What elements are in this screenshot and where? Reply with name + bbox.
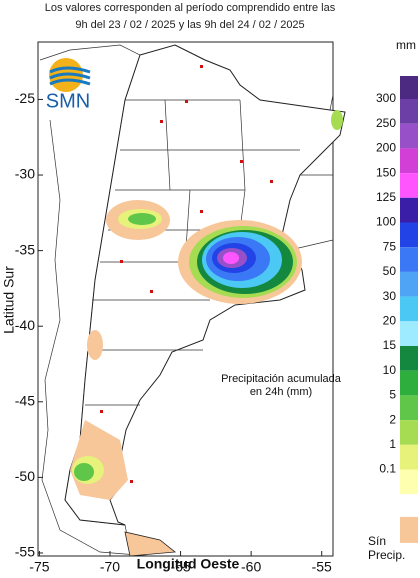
annotation: en 24h (mm)	[250, 386, 312, 398]
y-tick-label: -40	[15, 317, 35, 333]
y-tick-label: -50	[15, 468, 35, 484]
legend-label: 0.1	[379, 462, 396, 476]
legend-swatch	[400, 247, 418, 272]
legend-label: 300	[376, 91, 396, 105]
legend-swatch	[400, 469, 418, 495]
x-tick-label: -60	[241, 559, 261, 573]
station	[120, 260, 123, 263]
x-tick-label: -70	[100, 559, 120, 573]
legend-swatch	[400, 173, 418, 198]
legend-label: 15	[383, 338, 397, 352]
precip-area	[74, 463, 94, 481]
precip-area	[87, 330, 103, 360]
legend-swatch	[400, 222, 418, 248]
x-tick-label: -75	[29, 559, 49, 573]
station	[200, 65, 203, 68]
legend-swatch	[400, 370, 418, 396]
legend-label: 5	[389, 388, 396, 402]
y-tick-label: -30	[15, 166, 35, 182]
legend-label: 1	[389, 437, 396, 451]
legend-label: 20	[383, 313, 397, 327]
logo-waves	[49, 66, 91, 86]
legend-label: 100	[376, 215, 396, 229]
logo-text: SMN	[46, 90, 90, 112]
stations	[100, 65, 273, 483]
x-tick-label: -65	[170, 559, 190, 573]
legend-unit: mm	[396, 38, 416, 52]
legend-label: 50	[383, 264, 397, 278]
header-line: 9h del 23 / 02 / 2025 y las 9h del 24 / …	[75, 19, 304, 31]
station	[270, 180, 273, 183]
legend-swatch	[400, 296, 418, 322]
legend-label: Sín	[368, 534, 386, 548]
legend-label: 125	[376, 190, 396, 204]
station	[200, 210, 203, 213]
legend-label: 30	[383, 289, 397, 303]
legend-swatch	[400, 148, 418, 174]
legend-swatch	[400, 321, 418, 346]
legend-label: 75	[383, 239, 397, 253]
legend-label: 250	[376, 116, 396, 130]
precip-area	[331, 110, 343, 130]
legend-swatch	[400, 197, 418, 223]
legend-swatch	[400, 516, 418, 543]
legend-swatch	[400, 444, 418, 470]
legend-swatch	[400, 420, 418, 445]
y-tick-label: -35	[15, 241, 35, 257]
annotation: Precipitación acumulada	[221, 373, 342, 385]
station	[185, 100, 188, 103]
station	[240, 160, 243, 163]
header-line: Los valores corresponden al período comp…	[45, 2, 336, 14]
legend-swatch	[400, 395, 418, 421]
precipitation	[70, 110, 343, 500]
tierra-del-fuego	[124, 531, 177, 557]
station	[150, 290, 153, 293]
legend-swatch	[400, 346, 418, 371]
legend-label: Precip.	[368, 548, 405, 562]
y-tick-label: -55	[15, 544, 35, 560]
precip-area	[128, 213, 156, 225]
legend-label: 2	[389, 412, 396, 426]
legend-swatch	[400, 99, 418, 124]
legend-swatch	[400, 271, 418, 297]
y-tick-label: -45	[15, 393, 35, 409]
legend-label: 10	[383, 363, 397, 377]
logo: SMN	[46, 58, 91, 112]
station	[100, 410, 103, 413]
y-axis-label: Latitud Sur	[1, 266, 17, 334]
x-tick-label: -55	[312, 559, 332, 573]
station	[130, 480, 133, 483]
y-tick-label: -25	[15, 90, 35, 106]
legend-swatch	[400, 123, 418, 149]
legend-label: 150	[376, 165, 396, 179]
x-axis-label: Longitud Oeste	[137, 556, 240, 572]
precip-area	[223, 252, 239, 264]
legend-label: 200	[376, 141, 396, 155]
station	[160, 120, 163, 123]
legend-swatch	[400, 76, 418, 99]
